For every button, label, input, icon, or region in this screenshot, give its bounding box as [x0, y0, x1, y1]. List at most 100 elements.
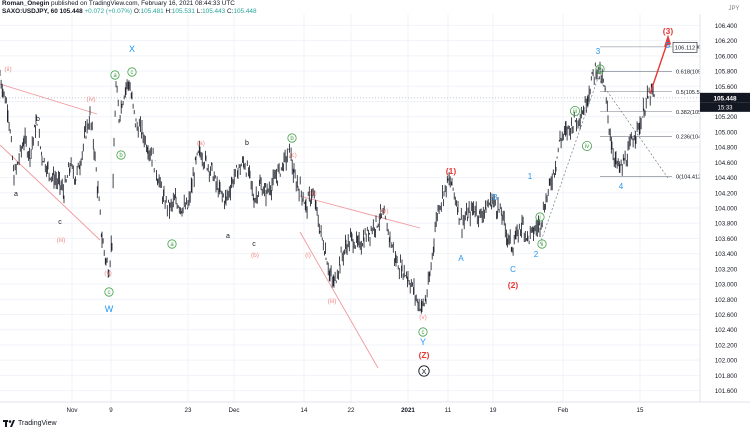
ohlc-high: 105.531: [171, 8, 195, 15]
wave-label-a_blk_1: a: [226, 233, 230, 240]
wave-label-i_red_2: (i): [305, 252, 311, 259]
time-label: 23: [185, 407, 192, 414]
price-tick: 104.800: [715, 145, 738, 152]
wave-label-a_left: a: [14, 191, 18, 198]
fib-level-label: 0.618(105.792): [676, 70, 714, 76]
wave-label-b_blk_1: b: [245, 140, 249, 147]
time-label: 19: [490, 407, 497, 414]
ohlc-close: 105.448: [233, 8, 257, 15]
wave-circle-ii_circ: [537, 239, 547, 249]
wave-circle-x_circled: [418, 365, 430, 377]
wave-circle-iii_circ: [570, 106, 581, 117]
wave-circle-c_circ_1: [127, 67, 137, 77]
trend-lines: [0, 77, 669, 369]
wave-label-iii_red_2: (iii): [328, 298, 337, 305]
wave-circle-v_circ: [595, 64, 605, 74]
wave-label-y: Y: [420, 337, 426, 347]
price-tick: 103.200: [715, 266, 738, 273]
wave-label-x_circled: X: [421, 367, 426, 376]
price-tick: 106.000: [715, 53, 738, 60]
elliott-wave-labels: (ii) (iv) b a c (iii) (v) c Wa c b X (a) b a c (b) a b (c) (…: [4, 26, 698, 377]
axes: 106.400 106.200 106.000 105.800 105.600 105.4…: [0, 6, 750, 420]
price-tick: 104.400: [715, 175, 738, 182]
price-tick: 102.600: [715, 312, 738, 319]
fibonacci-retracement: 0.764(106.118)0.618(105.792)0.5(105.528)…: [0, 45, 714, 181]
wave-label-v_left: (v): [104, 270, 112, 277]
wave-label-c_red_1: (c): [289, 152, 297, 159]
currency-label: JPY: [728, 6, 739, 12]
price-tick: 106.200: [715, 38, 738, 45]
wave-circle-b_circ_1: [116, 150, 126, 160]
wave-label-iii_left: (iii): [57, 237, 66, 244]
publish-info: published on TradingView.com, February 1…: [51, 0, 235, 7]
wave-label-c_circ_1: c: [131, 70, 134, 76]
price-change: +0.072 (+0.07%): [84, 8, 133, 15]
wave-circle-a_circ_1: [110, 70, 120, 80]
time-label: 15: [637, 407, 644, 414]
wave-label-two_red: (2): [508, 280, 519, 290]
tradingview-logo-icon: [3, 419, 15, 427]
wave-label-c_blue: C: [510, 265, 516, 274]
price-tick: 104.200: [715, 190, 738, 197]
wave-label-iv_circ: iv: [585, 144, 589, 150]
footer: TradingView: [3, 419, 57, 427]
price-tick: 103.000: [715, 282, 738, 289]
price-tick: 102.200: [715, 342, 738, 349]
wave-label-iv_red_2: (iv): [379, 208, 388, 215]
wave-label-iii_circ: iii: [573, 109, 577, 115]
wave-circle-c_circ_w: [104, 287, 114, 297]
price-tick: 102.400: [715, 327, 738, 334]
price-tick: 102.000: [715, 358, 738, 365]
wave-label-b_circ_1: b: [119, 153, 123, 159]
target-price-box: [672, 42, 698, 53]
wave-label-b_circ_2: b: [290, 136, 294, 142]
time-label: Dec: [228, 407, 239, 414]
ohlc-open: 105.481: [140, 8, 164, 15]
price-tick: 105.000: [715, 129, 738, 136]
wave-label-ii_circ: ii: [541, 242, 544, 248]
wave-label-a_circ_2: a: [170, 242, 174, 248]
trend-line: [0, 83, 98, 115]
wave-label-b_blue: B: [492, 193, 497, 202]
fib-level-label: 0.5(105.528): [676, 90, 708, 96]
price-axis-bg[interactable]: [700, 14, 750, 420]
wave-label-one_blue: 1: [528, 172, 533, 181]
symbol-line: SAXO:USDJPY, 60 105.448 +0.072 (+0.07%) …: [2, 8, 257, 16]
trend-line: [299, 231, 379, 369]
chart-grid: [0, 14, 700, 402]
author-name: Roman_Onegin: [2, 0, 50, 7]
wave-circle-iv_circ: [582, 140, 593, 151]
wave-label-a_blue: A: [458, 254, 464, 263]
countdown-tag: [700, 102, 750, 112]
price-tick: 101.600: [715, 388, 738, 395]
ohlc-o-label: O:: [133, 8, 141, 15]
wave-label-five_blue: 5: [666, 41, 671, 50]
time-label: 14: [301, 407, 308, 414]
wave-label-one_red: (1): [446, 166, 457, 176]
time-label: Nov: [66, 407, 78, 414]
time-label: Feb: [558, 407, 569, 414]
ohlc-c-label: C:: [227, 8, 234, 15]
wave-label-c_blk_1: c: [252, 241, 256, 248]
wave-label-three_red: (3): [663, 26, 674, 36]
ohlc-l-label: L:: [196, 8, 203, 15]
time-label: 11: [445, 407, 452, 414]
fib-connector: [597, 77, 669, 179]
ohlc-low: 105.443: [202, 8, 226, 15]
projection-arrow-head: [664, 34, 671, 47]
wave-label-v_red_2: (v): [419, 314, 427, 321]
wave-circle-c_circ_y: [418, 327, 428, 337]
price-tick: 106.400: [715, 23, 738, 30]
price-tick: 103.600: [715, 236, 738, 243]
brand-name: TradingView: [18, 419, 57, 427]
fib-level-label: 0.236(104.939): [676, 135, 714, 141]
current-price-value: 105.448: [713, 95, 737, 102]
price-series: [0, 61, 655, 314]
price-tick: 101.800: [715, 373, 738, 380]
wave-label-z_red: (Z): [419, 350, 430, 360]
wave-label-c_left: c: [58, 219, 62, 226]
wave-circle-a_circ_2: [167, 239, 177, 249]
fib-level-label: 0.382(105.265): [676, 110, 714, 116]
wave-label-c_circ_w: c: [108, 290, 111, 296]
